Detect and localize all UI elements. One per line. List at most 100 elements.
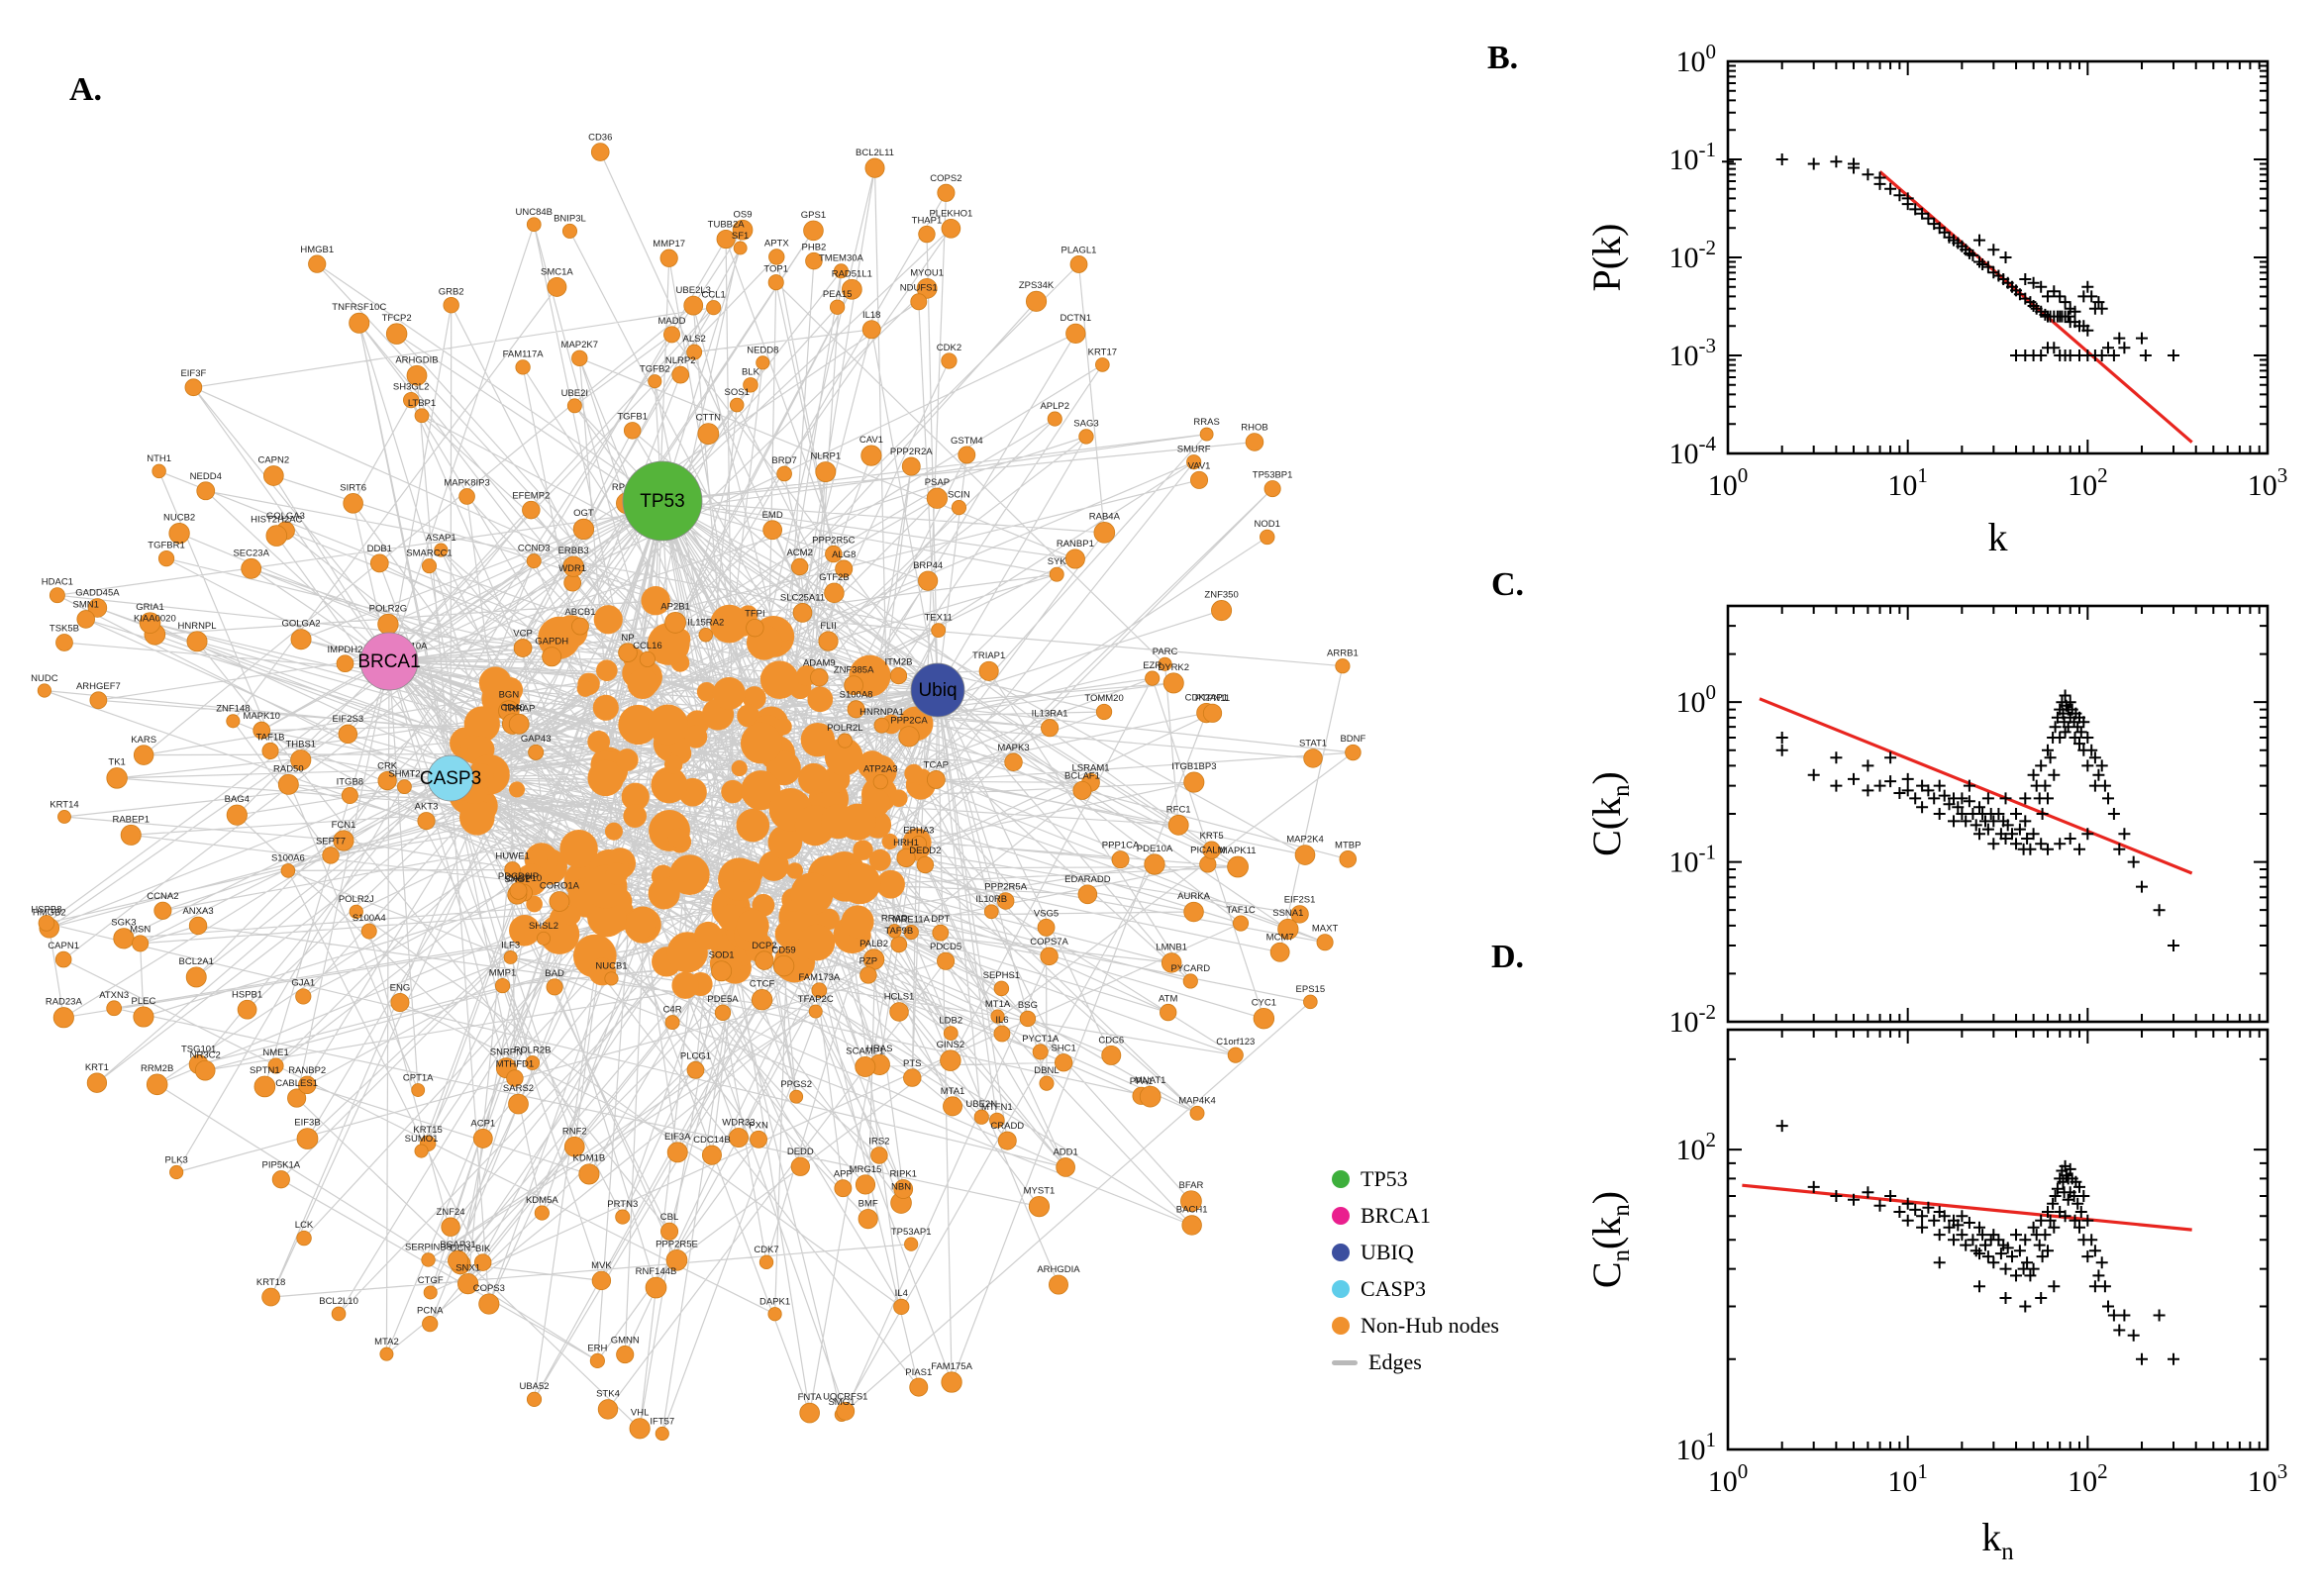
- gene-label: PSAP: [925, 477, 950, 488]
- gene-label: MMP1: [489, 967, 516, 978]
- network-node: [1095, 357, 1110, 372]
- gene-label: CAPN1: [48, 941, 79, 951]
- gene-label: PPP1CA: [1102, 841, 1140, 851]
- gene-label: POLR2B: [514, 1046, 552, 1056]
- gene-label: CAPN2: [257, 455, 289, 466]
- network-node: [853, 840, 873, 860]
- network-node: [990, 1009, 1005, 1024]
- network-node: [287, 1088, 307, 1108]
- gene-label: DAPK1: [759, 1296, 790, 1307]
- gene-label: MAP4K4: [1178, 1095, 1216, 1106]
- gene-label: DCP2: [752, 941, 776, 951]
- network-node: [741, 770, 781, 811]
- network-node: [1167, 814, 1189, 836]
- hub-label-casp3: CASP3: [420, 768, 481, 789]
- gene-label: NLRP2: [665, 355, 696, 366]
- network-node: [825, 545, 843, 563]
- network-node: [887, 924, 902, 939]
- network-node: [1144, 853, 1165, 875]
- network-node: [596, 659, 618, 682]
- gene-label: SLC25A11: [780, 592, 825, 603]
- network-node: [86, 1072, 108, 1093]
- gene-label: TFPI: [745, 608, 765, 619]
- network-node: [872, 774, 888, 790]
- gene-label: APLP2: [1040, 401, 1069, 412]
- network-node: [1025, 290, 1048, 312]
- plot-frame: [1726, 59, 2270, 455]
- network-node: [767, 274, 784, 291]
- gene-label: GADD45A: [75, 588, 120, 599]
- network-node: [509, 881, 528, 900]
- network-node: [941, 352, 958, 369]
- scatter-points: [1722, 153, 2179, 361]
- scatter-points: [1775, 689, 2179, 951]
- network-node: [562, 555, 584, 577]
- gene-label: RAD23A: [46, 997, 83, 1008]
- gene-label: NEDD8: [747, 346, 778, 356]
- network-node: [918, 570, 939, 591]
- gene-label: KARS: [131, 735, 156, 746]
- network-node: [1093, 522, 1116, 544]
- network-node: [443, 297, 459, 314]
- gene-label: STK4: [596, 1389, 620, 1400]
- network-node: [870, 1147, 888, 1164]
- network-node: [841, 278, 862, 300]
- network-node: [983, 904, 999, 920]
- network-node: [767, 1307, 782, 1322]
- gene-label: NDUFS1: [900, 283, 938, 294]
- network-node: [472, 1128, 493, 1148]
- network-node: [308, 254, 327, 273]
- gene-label: PPP2CA: [890, 716, 928, 727]
- gene-label: PXN: [749, 1120, 768, 1131]
- gene-label: UNC84B: [516, 207, 554, 218]
- gene-label: TGFB1: [617, 412, 648, 423]
- gene-label: MTBP: [1335, 840, 1361, 850]
- network-node: [525, 1055, 541, 1070]
- gene-label: NME1: [262, 1047, 288, 1058]
- gene-label: IL15RA2: [687, 617, 724, 628]
- network-node: [839, 862, 881, 905]
- network-node: [940, 1049, 961, 1071]
- gene-label: PRTN3: [607, 1199, 638, 1210]
- network-node: [226, 804, 248, 826]
- network-node: [621, 782, 650, 811]
- network-node: [509, 915, 541, 947]
- gene-label: FLII: [820, 621, 836, 632]
- network-node: [663, 326, 680, 344]
- gene-label: IL10RB: [975, 894, 1007, 905]
- gene-label: FAM117A: [503, 349, 545, 360]
- network-node: [526, 1391, 543, 1407]
- network-node: [526, 895, 543, 913]
- gene-label: PLEC: [132, 996, 156, 1007]
- axis-label: k: [1988, 515, 2008, 559]
- gene-label: AKT3: [415, 801, 439, 812]
- gene-label: KIAA0020: [134, 613, 176, 624]
- network-node: [1181, 1215, 1202, 1236]
- gene-label: IL18: [862, 310, 881, 321]
- gene-label: PIP5K1A: [262, 1160, 301, 1171]
- tick-label: 10-3: [1669, 334, 1717, 372]
- network-node: [1161, 952, 1182, 973]
- gene-label: HMGB1: [300, 245, 334, 255]
- network-node: [463, 706, 500, 743]
- network-node: [893, 1179, 914, 1199]
- network-node: [457, 1272, 479, 1295]
- gene-label: FAM175A: [931, 1361, 972, 1372]
- network-node: [560, 905, 581, 926]
- network-node: [559, 830, 598, 868]
- gene-label: NUCB1: [595, 961, 627, 972]
- network-node: [1202, 703, 1223, 723]
- gene-label: PCNA: [417, 1305, 444, 1316]
- gene-label: SNX1: [455, 1262, 480, 1273]
- network-node: [38, 915, 55, 932]
- network-node: [448, 1249, 468, 1271]
- gene-label: ARHGDIA: [1037, 1264, 1080, 1275]
- network-node: [526, 553, 542, 569]
- network-node: [618, 643, 638, 662]
- network-node: [277, 773, 299, 795]
- gene-label: PIAS1: [905, 1367, 932, 1378]
- network-node: [893, 1298, 910, 1316]
- network-node: [515, 359, 531, 375]
- network-node: [941, 1371, 962, 1393]
- network-node: [422, 1316, 439, 1333]
